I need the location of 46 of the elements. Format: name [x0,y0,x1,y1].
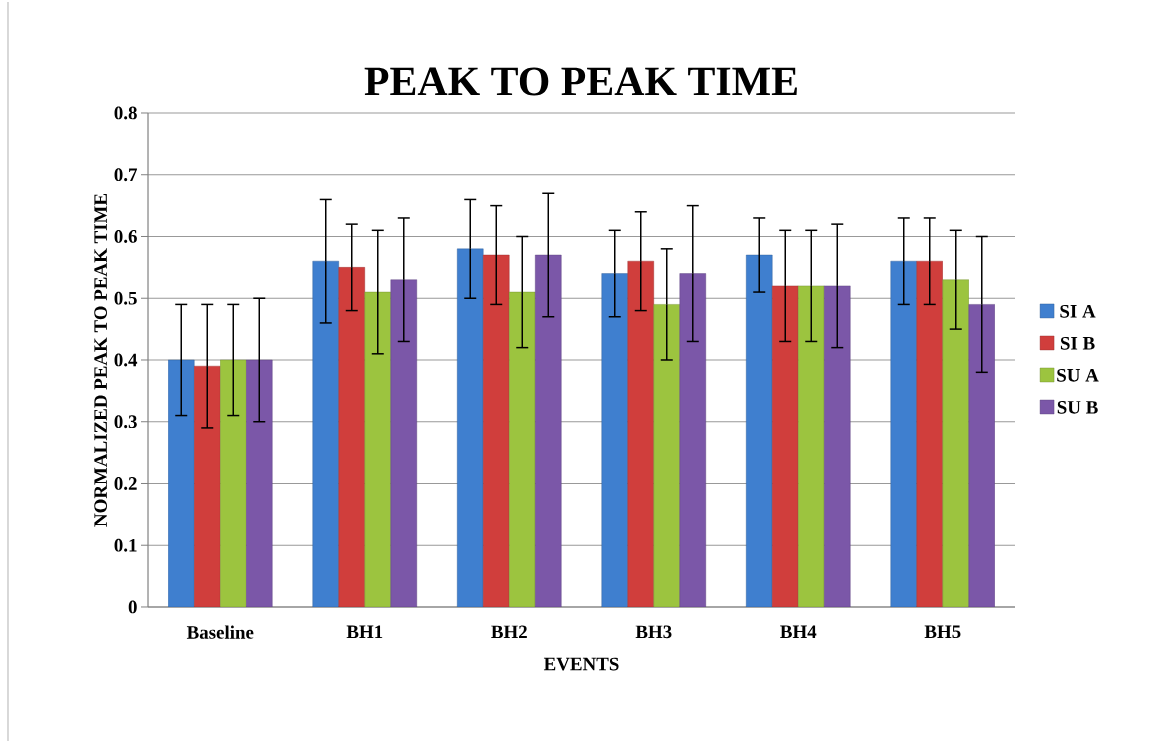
bar [679,273,706,607]
legend-label: SI A [1060,304,1096,318]
bar [364,291,391,607]
bar [653,304,680,607]
y-tick-label: 0 [128,600,137,614]
y-axis-title: NORMALIZED PEAK TO PEAK TIME [94,193,107,527]
bar [509,291,536,607]
legend-label: SU B [1057,400,1098,414]
chart-title: PEAK TO PEAK TIME [364,67,797,96]
bar [890,260,917,607]
x-tick-label: BH4 [780,625,817,639]
bar [601,273,628,607]
y-tick-label: 0.4 [114,353,138,367]
y-tick-label: 0.6 [114,230,137,243]
bar [772,285,799,607]
bar [798,285,825,607]
y-tick-label: 0.7 [114,168,138,182]
legend-label: SI B [1060,336,1095,350]
y-tick-label: 0.5 [114,291,137,305]
bar [746,254,773,607]
bar [168,359,195,607]
y-tick-label: 0.3 [114,415,137,429]
bar [627,260,654,607]
x-tick-label: BH5 [924,625,961,639]
y-tick-label: 0.8 [114,106,137,120]
bar [338,267,365,607]
y-tick-label: 0.1 [114,538,137,552]
bar [916,260,943,607]
bar [824,285,851,607]
bar [457,248,484,607]
bar [194,365,221,607]
bar [942,279,969,607]
bar [220,359,247,607]
bar [390,279,417,607]
bar [968,304,995,607]
bar [483,254,510,607]
x-tick-label: BH3 [635,625,672,639]
bar [312,260,339,607]
bar [246,359,273,607]
x-tick-label: BH1 [346,625,383,639]
x-axis-title: EVENTS [543,657,619,671]
bar [535,254,562,607]
x-tick-label: BH2 [491,625,527,639]
y-tick-label: 0.2 [114,477,137,490]
x-tick-label: Baseline [186,625,254,639]
legend-label: SU A [1057,368,1099,382]
